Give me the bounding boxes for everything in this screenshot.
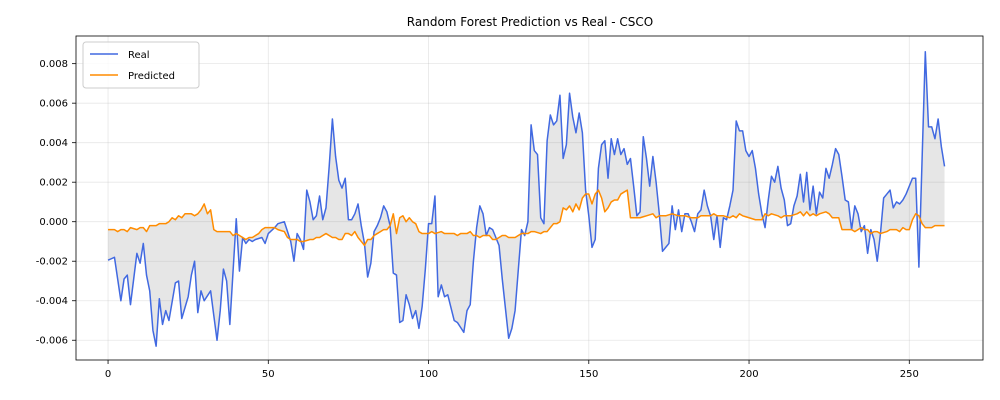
difference-fill [108,51,945,347]
chart-title: Random Forest Prediction vs Real - CSCO [407,15,653,29]
y-tick-label: 0.002 [39,178,68,189]
y-tick-label: 0.004 [39,138,68,149]
axes [72,35,984,364]
y-tick-label: 0.006 [39,99,68,110]
y-tick-label: 0.008 [39,59,68,70]
tick-labels: 0 50 100 150 200 250 -0.006 -0.004 -0.002 0.000 0.… [36,59,919,380]
series-line-real [107,51,946,347]
legend-label-real: Real [128,50,150,61]
legend: Real Predicted [82,41,200,89]
x-tick-label: 50 [262,369,275,380]
x-tick-label: 0 [105,369,111,380]
y-tick-label: -0.002 [36,257,68,268]
series-line-predicted [108,189,945,247]
legend-label-predicted: Predicted [128,71,175,82]
y-tick-label: -0.006 [36,336,68,347]
x-tick-label: 250 [900,369,919,380]
y-tick-label: 0.000 [39,217,68,228]
x-tick-label: 150 [579,369,598,380]
x-tick-label: 200 [739,369,758,380]
series-layer [107,51,946,347]
x-tick-label: 100 [419,369,438,380]
plot-frame [75,35,984,361]
y-tick-label: -0.004 [36,296,68,307]
